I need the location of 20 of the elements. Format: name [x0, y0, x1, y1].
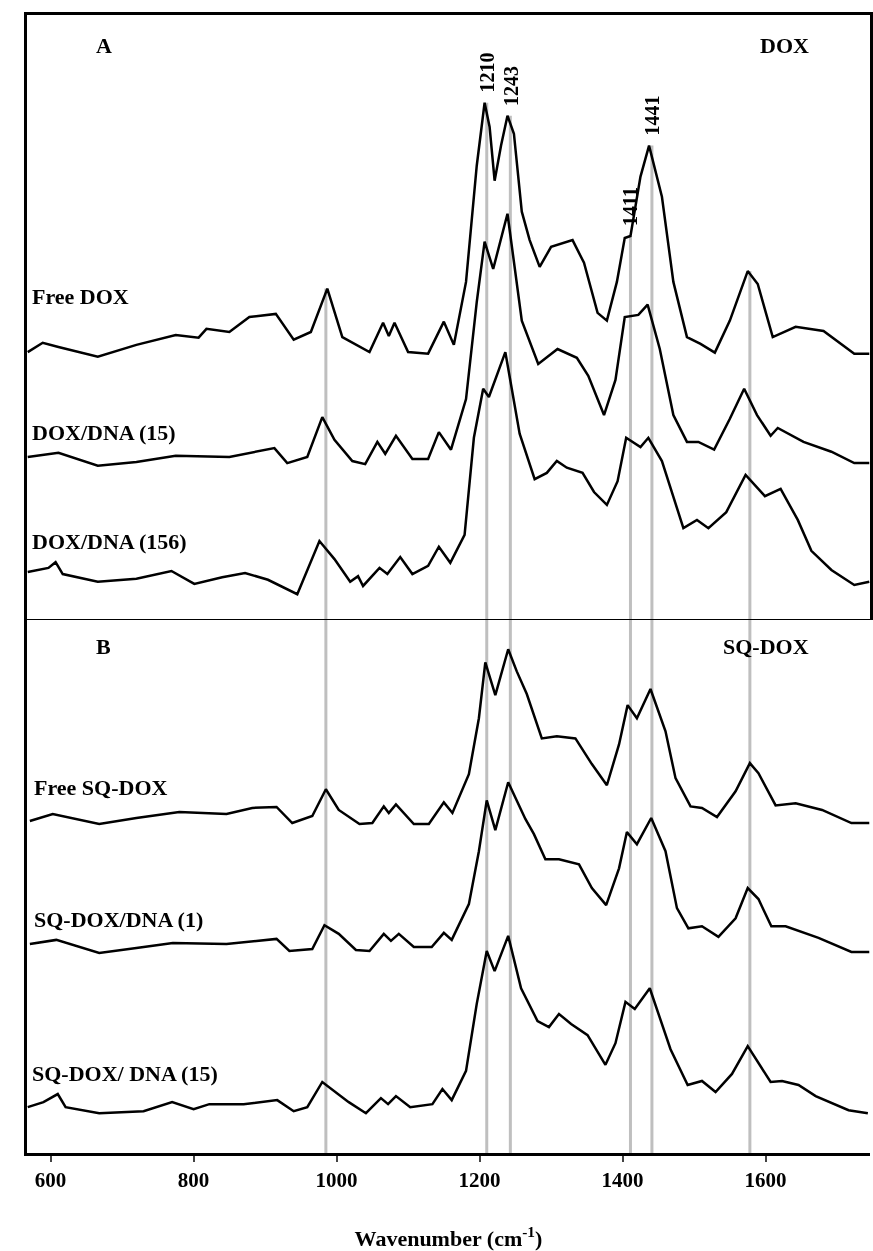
x-tick-label: 1000: [315, 1168, 358, 1193]
x-axis-title: Wavenumber (cm$^{-1}$): [354, 1222, 543, 1251]
text: A: [96, 33, 112, 58]
series-label: DOX/DNA (156): [32, 529, 187, 554]
x-tick-label: 1200: [458, 1168, 501, 1193]
series-label: DOX/DNA (15): [32, 420, 176, 445]
annotation: B: [96, 634, 111, 659]
series-label: Free SQ-DOX: [34, 775, 168, 800]
ref-line-label: 1210: [475, 52, 498, 93]
series-label: Free DOX: [32, 284, 129, 309]
ref-line-label: 1441: [641, 95, 664, 136]
x-tick-label: 1600: [744, 1168, 787, 1193]
series-label: SQ-DOX/DNA (1): [34, 907, 204, 932]
series-label: SQ-DOX/ DNA (15): [32, 1061, 218, 1086]
x-tick-label: 800: [177, 1168, 210, 1193]
text: DOX: [760, 33, 809, 58]
x-tick-label: 600: [34, 1168, 67, 1193]
x-tick-label: 1400: [601, 1168, 644, 1193]
ref-line-label: 1243: [499, 66, 522, 107]
annotation: SQ-DOX: [723, 634, 809, 659]
